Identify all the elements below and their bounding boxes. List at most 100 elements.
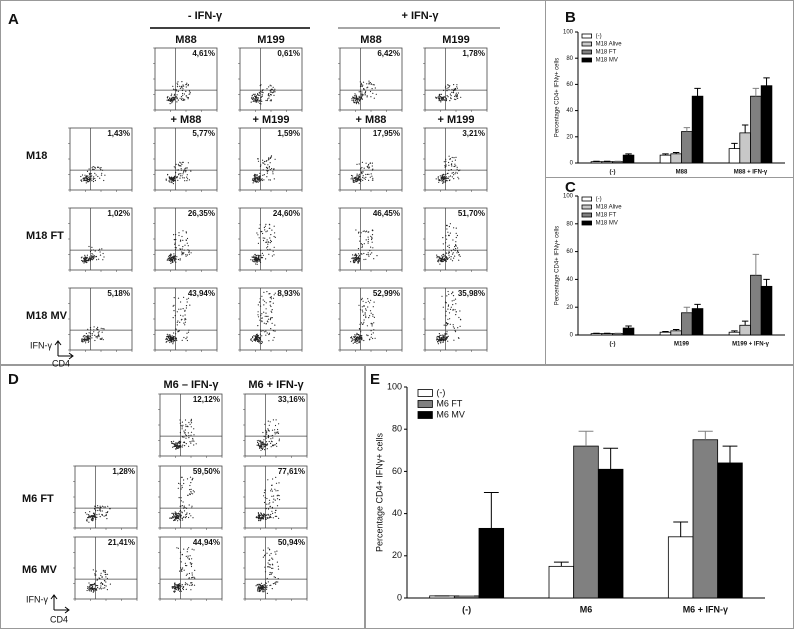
bar [667, 536, 694, 599]
event-dot [460, 96, 462, 98]
event-dot [368, 231, 370, 233]
event-dot [173, 180, 175, 182]
event-dot [96, 259, 98, 261]
event-dot [272, 86, 274, 88]
event-dot [458, 170, 460, 172]
panel-letter: A [8, 11, 19, 28]
event-dot [266, 587, 268, 589]
event-dot [256, 177, 258, 179]
event-dot [371, 237, 373, 239]
event-dot [447, 323, 449, 325]
event-dot [98, 334, 100, 337]
event-dot [352, 96, 354, 98]
event-dot [170, 262, 172, 264]
event-dot [273, 495, 275, 497]
event-dot [362, 300, 364, 302]
event-dot [443, 176, 445, 178]
event-dot [456, 84, 458, 86]
event-dot [174, 254, 176, 257]
event-dot [270, 573, 272, 576]
event-dot [272, 92, 274, 94]
event-dot [89, 585, 91, 587]
event-dot [456, 87, 458, 89]
event-dot [173, 310, 175, 312]
error-bar [697, 430, 713, 440]
event-dot [183, 99, 185, 101]
event-dot [260, 512, 262, 514]
event-dot [437, 176, 439, 178]
event-dot [457, 327, 459, 329]
event-dot [361, 94, 364, 96]
row-label: M18 MV [26, 310, 68, 322]
event-dot [448, 176, 450, 178]
event-dot [359, 235, 361, 237]
event-dot [256, 99, 258, 101]
event-dot [365, 162, 367, 164]
event-dot [271, 572, 273, 574]
event-dot [264, 566, 266, 568]
event-dot [179, 509, 182, 512]
event-dot [442, 173, 444, 175]
event-dot [272, 173, 274, 175]
event-dot [456, 97, 458, 99]
event-dot [275, 419, 277, 421]
event-dot [99, 510, 101, 512]
event-dot [88, 340, 90, 342]
event-dot [259, 444, 261, 447]
event-dot [268, 97, 270, 99]
event-dot [358, 97, 360, 99]
event-dot [98, 166, 100, 168]
event-dot [88, 176, 90, 179]
event-dot [437, 178, 439, 180]
event-dot [256, 444, 258, 446]
event-dot [97, 509, 99, 512]
legend-label: M18 FT [596, 50, 617, 56]
event-dot [175, 89, 177, 91]
event-dot [274, 424, 277, 427]
event-dot [171, 102, 173, 104]
event-dot [363, 319, 365, 321]
event-dot [181, 517, 183, 520]
event-dot [351, 257, 353, 259]
x-tick-label: M199 [674, 342, 690, 348]
error-bar [763, 278, 770, 287]
event-dot [277, 432, 280, 434]
event-dot [184, 432, 186, 434]
event-dot [274, 158, 276, 160]
event-dot [263, 226, 265, 229]
event-dot [267, 241, 269, 243]
bar [612, 333, 624, 336]
y-axis-title: Percentage CD4+ IFNγ+ cells [374, 432, 384, 552]
event-dot [369, 338, 371, 340]
event-dot [271, 168, 273, 170]
event-dot [190, 482, 192, 484]
event-dot [89, 590, 91, 592]
event-dot [259, 305, 262, 307]
event-dot [258, 176, 260, 178]
event-dot [90, 587, 92, 590]
percentage: 52,99% [373, 289, 400, 298]
event-dot [179, 587, 181, 589]
event-dot [166, 96, 168, 98]
event-dot [171, 517, 173, 519]
event-dot [267, 246, 269, 248]
event-dot [190, 582, 192, 584]
event-dot [175, 517, 177, 519]
event-dot [370, 333, 373, 335]
event-dot [101, 576, 103, 578]
event-dot [175, 261, 177, 263]
event-dot [268, 157, 270, 159]
event-dot [449, 308, 452, 310]
event-dot [82, 341, 84, 343]
event-dot [363, 305, 365, 307]
event-dot [178, 174, 180, 176]
event-dot [175, 443, 177, 445]
event-dot [454, 87, 457, 90]
event-dot [94, 179, 96, 182]
event-dot [445, 160, 447, 162]
event-dot [182, 588, 184, 591]
event-dot [187, 555, 189, 557]
event-dot [175, 328, 177, 330]
event-dot [270, 446, 272, 448]
event-dot [359, 323, 361, 325]
